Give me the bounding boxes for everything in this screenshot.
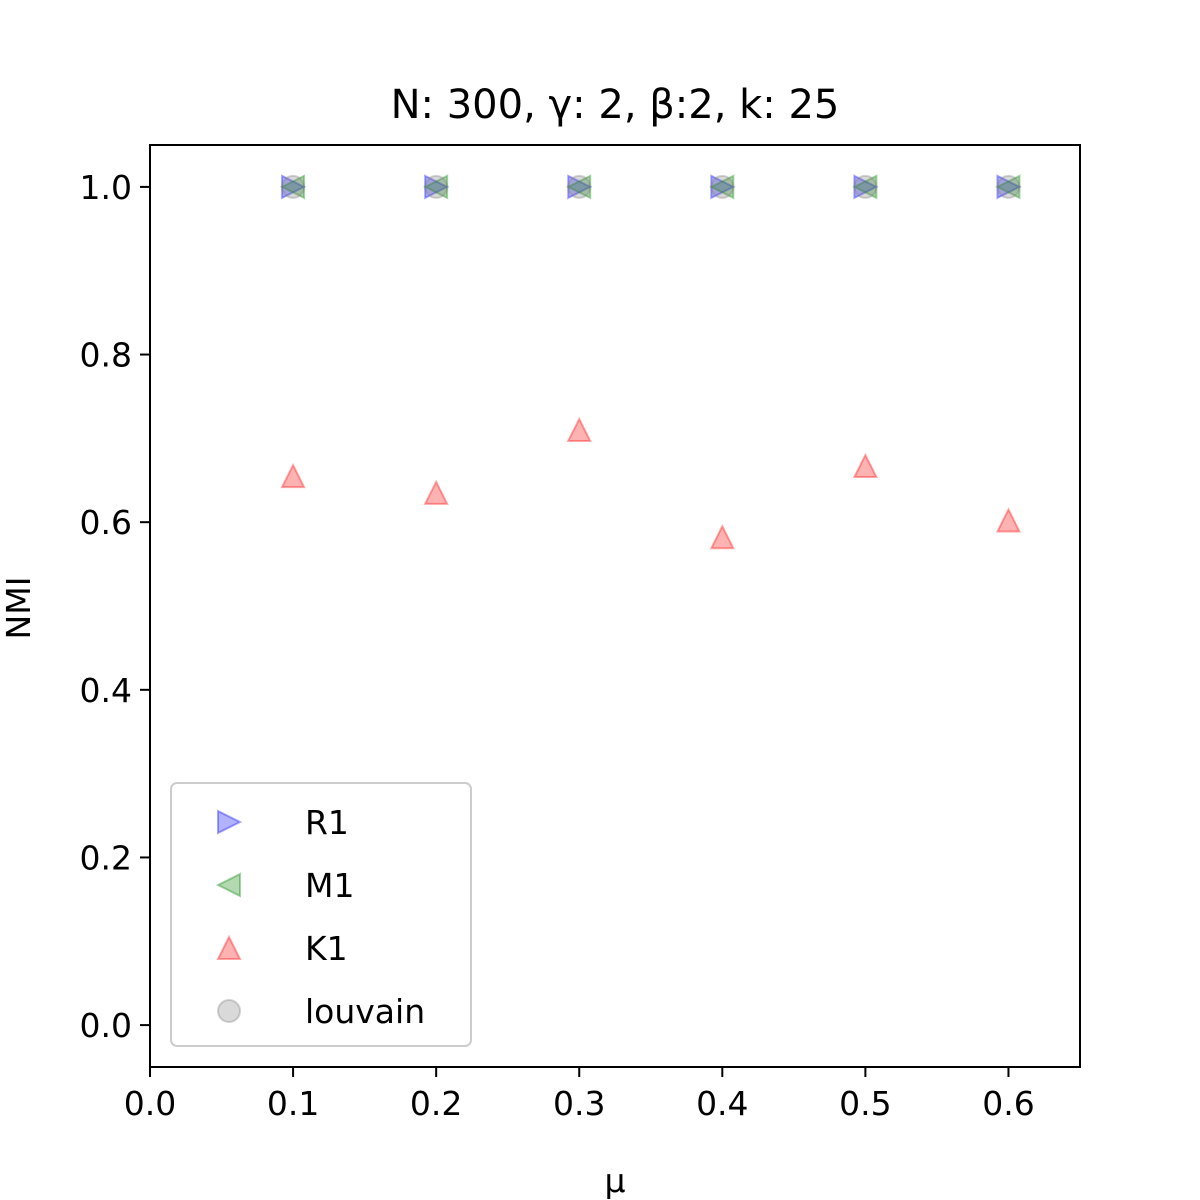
y-axis: 0.0 0.2 0.4 0.6 0.8 1.0 [80,168,150,1045]
x-tick-label: 0.5 [839,1084,891,1123]
x-tick-label: 0.2 [410,1084,462,1123]
y-tick-label: 0.2 [80,838,132,877]
data-point-k1 [852,452,879,479]
legend-marker-m1 [215,872,241,898]
legend-item-k1: K1 [216,929,348,968]
data-point-m1 [565,174,592,200]
legend-marker-r1 [217,809,243,835]
y-tick-label: 0.6 [80,503,132,542]
data-point-m1 [995,174,1021,200]
data-point-m1 [422,174,449,200]
legend-frame [170,782,472,1047]
data-point-louvain [567,174,592,199]
legend-item-m1: M1 [215,866,354,905]
data-point-louvain [996,174,1021,199]
data-point-m1 [279,174,306,200]
y-axis-label: NMI [0,577,38,640]
data-point-m1 [709,174,735,200]
legend-marker-louvain [217,999,241,1023]
legend-marker-k1 [216,934,242,960]
data-point-louvain [424,174,449,199]
legend-label: K1 [305,929,348,968]
data-point-r1 [567,174,593,200]
legend-label: M1 [305,866,354,905]
data-point-louvain [853,174,878,199]
x-axis-label: μ [605,1161,626,1200]
y-tick-label: 0.4 [80,671,132,710]
data-point-r1 [281,174,307,200]
x-tick-label: 0.0 [124,1084,176,1123]
legend-item-louvain: louvain [217,992,425,1031]
x-tick-label: 0.4 [696,1084,748,1123]
x-axis: 0.0 0.1 0.2 0.3 0.4 0.5 0.6 [124,1067,1035,1123]
data-point-r1 [853,174,879,200]
x-tick-label: 0.3 [553,1084,605,1123]
data-point-k1 [709,524,735,550]
x-tick-label: 0.1 [267,1084,319,1123]
legend-item-r1: R1 [217,803,349,842]
series-m1 [279,174,1021,200]
data-point-louvain [710,174,735,199]
y-tick-label: 0.0 [80,1006,132,1045]
data-point-r1 [424,174,450,200]
series-louvain [281,174,1021,199]
data-point-k1 [280,462,306,489]
data-point-k1 [566,416,592,442]
chart-title: N: 300, γ: 2, β:2, k: 25 [391,82,840,128]
y-tick-label: 1.0 [80,168,132,207]
series-r1 [281,174,1022,200]
plot-frame [149,144,1081,1068]
data-point-k1 [423,479,449,505]
legend: R1 M1 K1 louvain [170,782,472,1047]
data-point-k1 [995,507,1022,533]
data-point-r1 [710,174,736,200]
data-point-r1 [996,174,1022,200]
legend-label: R1 [305,803,349,842]
legend-label: louvain [305,992,425,1031]
data-points [279,174,1022,550]
series-k1 [280,416,1022,550]
data-point-m1 [852,174,878,200]
y-tick-label: 0.8 [80,336,132,375]
x-tick-label: 0.6 [982,1084,1034,1123]
data-point-louvain [281,174,306,199]
